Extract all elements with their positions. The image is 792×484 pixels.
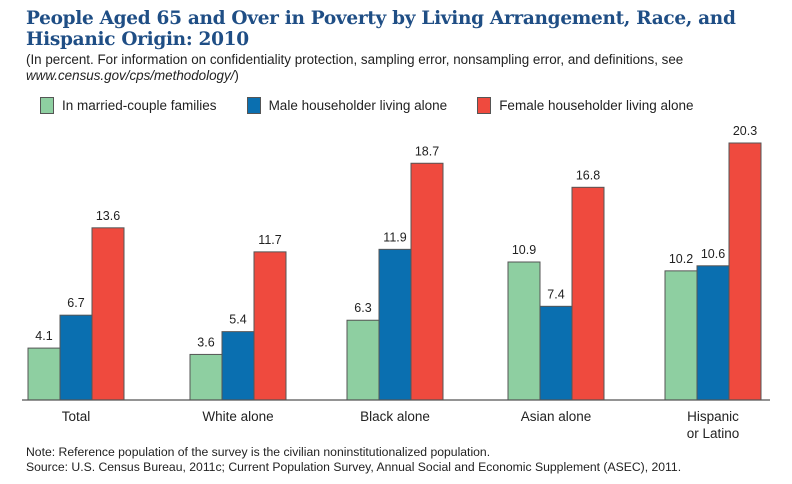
- data-label: 16.8: [576, 168, 600, 182]
- source-text: Source: U.S. Census Bureau, 2011c; Curre…: [26, 460, 682, 474]
- data-label: 11.7: [258, 233, 281, 247]
- data-label: 13.6: [96, 209, 120, 223]
- bar: [378, 248, 412, 401]
- data-label: 10.9: [512, 243, 536, 257]
- bar: [539, 305, 573, 401]
- methodology-link: www.census.gov/cps/methodology/: [26, 68, 235, 83]
- category-label: Hispanic: [687, 409, 739, 424]
- category-label: or Latino: [687, 426, 740, 441]
- bar: [91, 227, 125, 401]
- chart-title: People Aged 65 and Over in Poverty by Li…: [26, 8, 736, 50]
- category-label: Black alone: [360, 409, 430, 424]
- category-label: White alone: [202, 409, 273, 424]
- legend-swatch: [246, 97, 261, 114]
- data-label: 5.4: [229, 313, 246, 327]
- bar: [571, 186, 605, 401]
- chart-subtitle: (In percent. For information on confiden…: [26, 52, 684, 83]
- note-text: Note: Reference population of the survey…: [26, 445, 491, 459]
- notes: Note: Reference population of the survey…: [26, 445, 681, 475]
- legend-item: Male householder living alone: [246, 97, 447, 114]
- data-label: 6.3: [354, 301, 371, 315]
- data-label: 3.6: [197, 335, 214, 349]
- data-label: 11.9: [383, 230, 406, 244]
- data-label: 7.4: [547, 287, 564, 301]
- legend-item: Female householder living alone: [477, 97, 694, 114]
- bar: [59, 314, 93, 401]
- data-label: 10.2: [669, 252, 693, 266]
- data-label: 4.1: [35, 329, 52, 343]
- category-label: Total: [62, 409, 91, 424]
- bar: [27, 347, 61, 401]
- bar: [728, 142, 762, 401]
- bar: [664, 270, 698, 401]
- data-label: 10.6: [701, 247, 725, 261]
- bar: [189, 353, 223, 401]
- data-label: 6.7: [67, 296, 84, 310]
- legend-swatch: [477, 97, 492, 114]
- category-label: Asian alone: [521, 409, 592, 424]
- legend-swatch: [40, 97, 54, 114]
- bar: [507, 261, 541, 401]
- data-label: 18.7: [415, 144, 439, 158]
- bar: [346, 319, 380, 401]
- bar: [696, 265, 730, 401]
- bar: [221, 331, 255, 401]
- legend-item: In married-couple families: [40, 97, 217, 114]
- bar: [410, 162, 444, 401]
- legend: In married-couple families Male househol…: [40, 97, 724, 114]
- data-label: 20.3: [733, 124, 757, 138]
- bar: [253, 251, 287, 401]
